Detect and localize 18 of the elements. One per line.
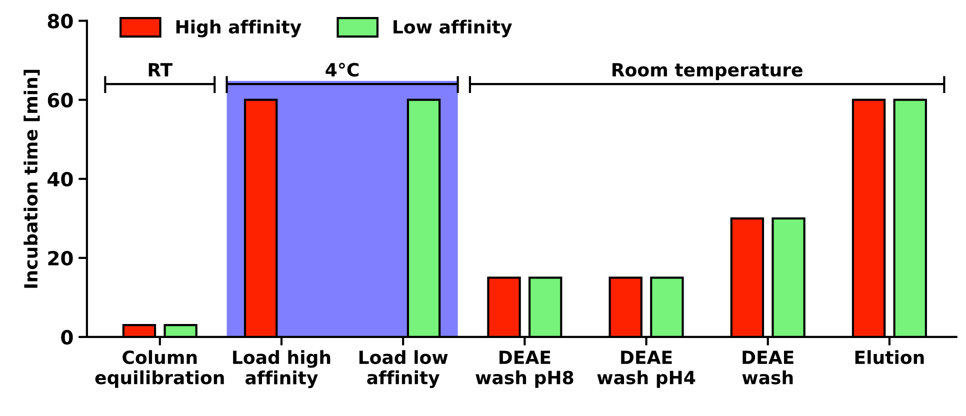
x-tick-label: Elution [855, 350, 924, 364]
x-tick-label: Column equilibration [95, 350, 224, 388]
legend-label: Low affinity [394, 20, 512, 38]
y-tick-label: 80 [48, 14, 73, 28]
annotation: RT [148, 63, 172, 76]
y-tick-label: 0 [61, 330, 73, 345]
y-tick-label: 60 [48, 92, 73, 108]
legend-label: High affinity [176, 20, 302, 38]
x-tick-label: Load high affinity [233, 350, 330, 388]
y-tick-label: 40 [48, 172, 73, 187]
x-tick-label: DEAE wash pH4 [597, 350, 696, 388]
annotation: Room temperature [612, 63, 802, 80]
y-axis-title: Incubation time [min] [24, 70, 40, 288]
x-tick-label: DEAE wash [742, 350, 794, 384]
band-label: 4°C [326, 62, 359, 77]
x-tick-label: DEAE wash pH8 [476, 350, 574, 388]
y-tick-label: 20 [48, 250, 73, 266]
x-tick-label: Load low affinity [359, 350, 448, 388]
